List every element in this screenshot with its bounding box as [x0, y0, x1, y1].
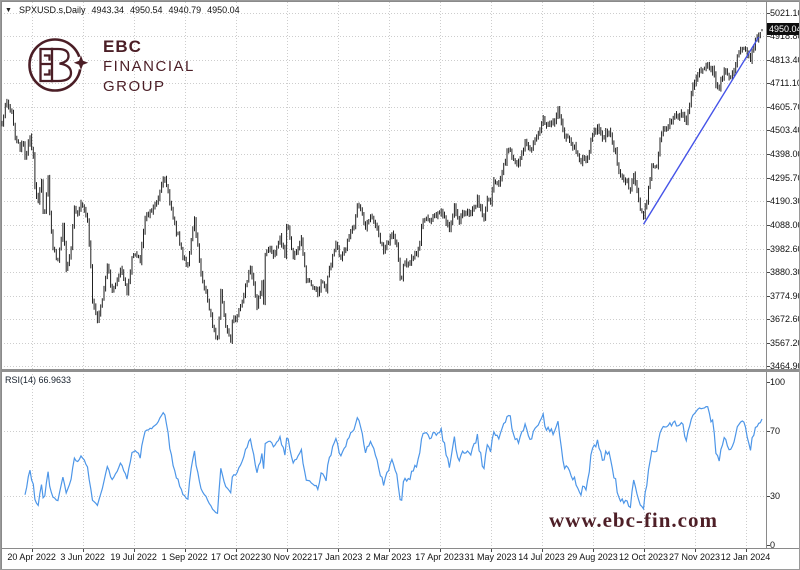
date-axis-label: 12 Oct 2023	[619, 552, 669, 562]
date-axis-label: 20 Apr 2022	[7, 552, 56, 562]
date-axis-label: 17 Oct 2022	[211, 552, 261, 562]
date-axis-label: 3 Jun 2022	[60, 552, 105, 562]
price-axis-label: 4398.00	[770, 149, 800, 160]
symbol-period-label: SPXUSD.s,Daily	[18, 5, 86, 15]
price-axis-label: 4503.40	[770, 125, 800, 136]
price-axis-label: 3774.90	[770, 290, 800, 301]
price-axis-label: 4813.40	[770, 55, 800, 66]
date-axis-label: 12 Jan 2024	[720, 552, 771, 562]
price-axis-label: 4605.70	[770, 102, 800, 113]
current-price-box: 4950.04	[767, 23, 800, 36]
chart-header: ▼ SPXUSD.s,Daily 4943.34 4950.54 4940.79…	[5, 5, 240, 15]
price-axis-label: 3880.30	[770, 266, 800, 277]
date-axis-label: 19 Jul 2022	[110, 552, 157, 562]
close-value: 4950.04	[207, 5, 240, 15]
price-axis-label: 4190.30	[770, 196, 800, 207]
logo-text-group: GROUP	[103, 78, 166, 95]
logo-text-ebc: EBC	[103, 37, 142, 56]
open-value: 4943.34	[91, 5, 124, 15]
price-axis-label: 4711.10	[770, 78, 800, 89]
price-axis-label: 3464.90	[770, 361, 800, 371]
date-axis-label: 29 Aug 2023	[567, 552, 618, 562]
logo-text-financial: FINANCIAL	[103, 58, 195, 75]
date-axis-label: 27 Nov 2023	[669, 552, 721, 562]
price-axis-label: 4918.80	[770, 31, 800, 42]
high-value: 4950.54	[130, 5, 163, 15]
ebc-logo: EBC FINANCIAL GROUP	[27, 35, 195, 97]
website-watermark: www.ebc-fin.com	[549, 508, 718, 532]
price-axis-label: 3567.20	[770, 337, 800, 348]
price-axis-label: 5021.10	[770, 8, 800, 18]
rsi-axis-label: 70	[770, 425, 781, 436]
rsi-axis-label: 100	[770, 376, 786, 387]
rsi-axis-label: 30	[770, 491, 781, 502]
rsi-axis-label: 0	[770, 540, 776, 550]
rsi-scale: 100 70 30 0	[770, 1, 799, 569]
price-axis-label: 4088.00	[770, 219, 800, 230]
price-axis-label: 3672.60	[770, 313, 800, 324]
date-axis-label: 1 Sep 2022	[161, 552, 208, 562]
price-axis-label: 3982.60	[770, 243, 800, 254]
date-axis-label: 31 May 2023	[464, 552, 517, 562]
date-axis-label: 14 Jul 2023	[518, 552, 565, 562]
low-value: 4940.79	[168, 5, 202, 15]
rsi-indicator-label: RSI(14) 66.9633	[5, 375, 72, 385]
date-axis-label: 2 Mar 2023	[365, 552, 412, 562]
date-axis-label: 17 Jan 2023	[312, 552, 363, 562]
price-axis-label: 4295.70	[770, 172, 800, 183]
ebc-logo-icon	[28, 38, 89, 92]
collapse-arrow-icon[interactable]: ▼	[5, 6, 12, 14]
time-scale[interactable]: 20 Apr 2022 3 Jun 2022 19 Jul 2022 1 Sep 20…	[1, 552, 799, 566]
date-axis-label: 30 Nov 2022	[261, 552, 313, 562]
date-axis-label: 17 Apr 2023	[415, 552, 464, 562]
panel-divider[interactable]	[1, 369, 799, 372]
price-scale[interactable]: 5021.10 4918.80 4813.40 4711.10 4605.70 4503.…	[770, 1, 800, 569]
